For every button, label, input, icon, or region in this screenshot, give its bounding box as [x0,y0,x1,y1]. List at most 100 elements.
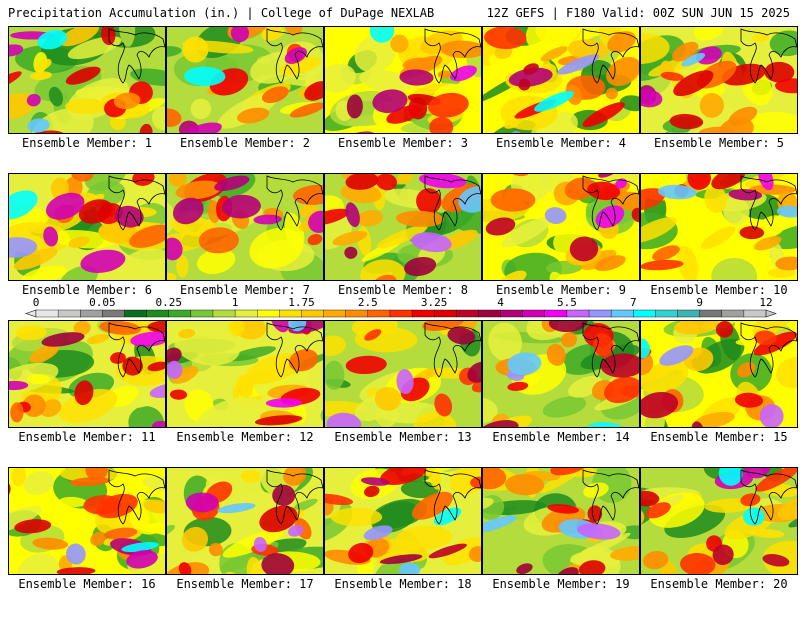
great-lakes-outline [740,28,797,84]
ensemble-panel: Ensemble Member: 14 [482,320,640,470]
great-lakes-outline [424,175,481,231]
precipitation-map [324,173,482,281]
ensemble-panel: Ensemble Member: 20 [640,467,798,617]
precipitation-map [166,467,324,575]
colorbar-swatch [102,309,125,318]
colorbar-swatch [677,309,701,318]
great-lakes-outline [108,469,165,525]
great-lakes-outline [582,175,639,231]
ensemble-panel: Ensemble Member: 4 [482,26,640,176]
precipitation-map [640,26,798,134]
colorbar-swatch [522,309,546,318]
colorbar-swatch [301,309,325,318]
colorbar-min-arrow [25,309,37,318]
great-lakes-outline [266,28,323,84]
member-label: Ensemble Member: 15 [650,430,788,444]
great-lakes-outline [582,28,639,84]
colorbar-swatch [633,309,656,318]
ensemble-panel: Ensemble Member: 5 [640,26,798,176]
member-label: Ensemble Member: 14 [492,430,630,444]
member-label: Ensemble Member: 6 [21,283,153,297]
member-label: Ensemble Member: 2 [179,136,311,150]
ensemble-panel: Ensemble Member: 16 [8,467,166,617]
colorbar-swatch [566,309,590,318]
colorbar-swatch [456,309,479,318]
great-lakes-outline [266,322,323,378]
ensemble-panel: Ensemble Member: 18 [324,467,482,617]
colorbar-swatch [323,309,347,318]
member-label: Ensemble Member: 4 [495,136,627,150]
member-label: Ensemble Member: 17 [176,577,314,591]
great-lakes-outline [266,469,323,525]
colorbar-swatch [345,309,369,318]
colorbar-swatch [411,309,435,318]
colorbar-swatch [35,309,59,318]
colorbar-tick-label: 1 [231,296,239,309]
great-lakes-outline [108,175,165,231]
precipitation-map [482,26,640,134]
colorbar-tick-label: 5.5 [556,296,577,309]
colorbar-swatch [190,309,214,318]
ensemble-panel: Ensemble Member: 19 [482,467,640,617]
ensemble-panel: Ensemble Member: 2 [166,26,324,176]
ensemble-panel: Ensemble Member: 12 [166,320,324,470]
ensemble-panel: Ensemble Member: 1 [8,26,166,176]
colorbar-swatch [389,309,413,318]
member-label: Ensemble Member: 9 [495,283,627,297]
great-lakes-outline [424,469,481,525]
colorbar-tick-label: 7 [629,296,637,309]
colorbar-tick-label: 1.75 [288,296,315,309]
great-lakes-outline [582,322,639,378]
ensemble-panel: Ensemble Member: 6 [8,173,166,323]
colorbar-swatch [433,309,457,318]
precipitation-map [8,320,166,428]
great-lakes-outline [424,28,481,84]
great-lakes-outline [740,469,797,525]
precipitation-map [324,26,482,134]
great-lakes-outline [740,322,797,378]
precipitation-map [324,467,482,575]
colorbar-tick-label: 0.25 [155,296,182,309]
precipitation-map [166,26,324,134]
great-lakes-outline [424,322,481,378]
colorbar-swatch [699,309,723,318]
colorbar-swatch [257,309,280,318]
colorbar-swatch [279,309,302,318]
precipitation-map [8,467,166,575]
precipitation-map [166,320,324,428]
member-label: Ensemble Member: 13 [334,430,472,444]
precipitation-map [640,320,798,428]
colorbar-tick-label: 4 [497,296,504,309]
ensemble-panel: Ensemble Member: 8 [324,173,482,323]
colorbar-swatch [655,309,679,318]
precipitation-map [482,467,640,575]
colorbar-swatch [146,309,170,318]
precipitation-map [166,173,324,281]
ensemble-panel: Ensemble Member: 3 [324,26,482,176]
member-label: Ensemble Member: 20 [650,577,788,591]
colorbar-max-arrow [765,309,777,318]
member-label: Ensemble Member: 11 [18,430,156,444]
ensemble-panel: Ensemble Member: 17 [166,467,324,617]
run-info: 12Z GEFS | F180 Valid: 00Z SUN JUN 15 20… [486,6,790,20]
ensemble-panel: Ensemble Member: 10 [640,173,798,323]
member-label: Ensemble Member: 8 [337,283,469,297]
colorbar-tick-label: 2.5 [357,296,378,309]
member-label: Ensemble Member: 18 [334,577,472,591]
precipitation-map [8,173,166,281]
colorbar-swatch [500,309,524,318]
colorbar-swatch [610,309,634,318]
colorbar-swatch [478,309,502,318]
colorbar-tick-label: 12 [759,296,773,309]
great-lakes-outline [582,469,639,525]
colorbar-swatch [168,309,192,318]
colorbar-tick-label: 9 [696,296,703,309]
ensemble-panel: Ensemble Member: 11 [8,320,166,470]
member-label: Ensemble Member: 1 [21,136,153,150]
colorbar-swatch [124,309,148,318]
colorbar-swatch [57,309,81,318]
ensemble-panel: Ensemble Member: 15 [640,320,798,470]
colorbar-graphic [25,309,777,318]
colorbar-swatch [544,309,568,318]
precipitation-map [482,320,640,428]
